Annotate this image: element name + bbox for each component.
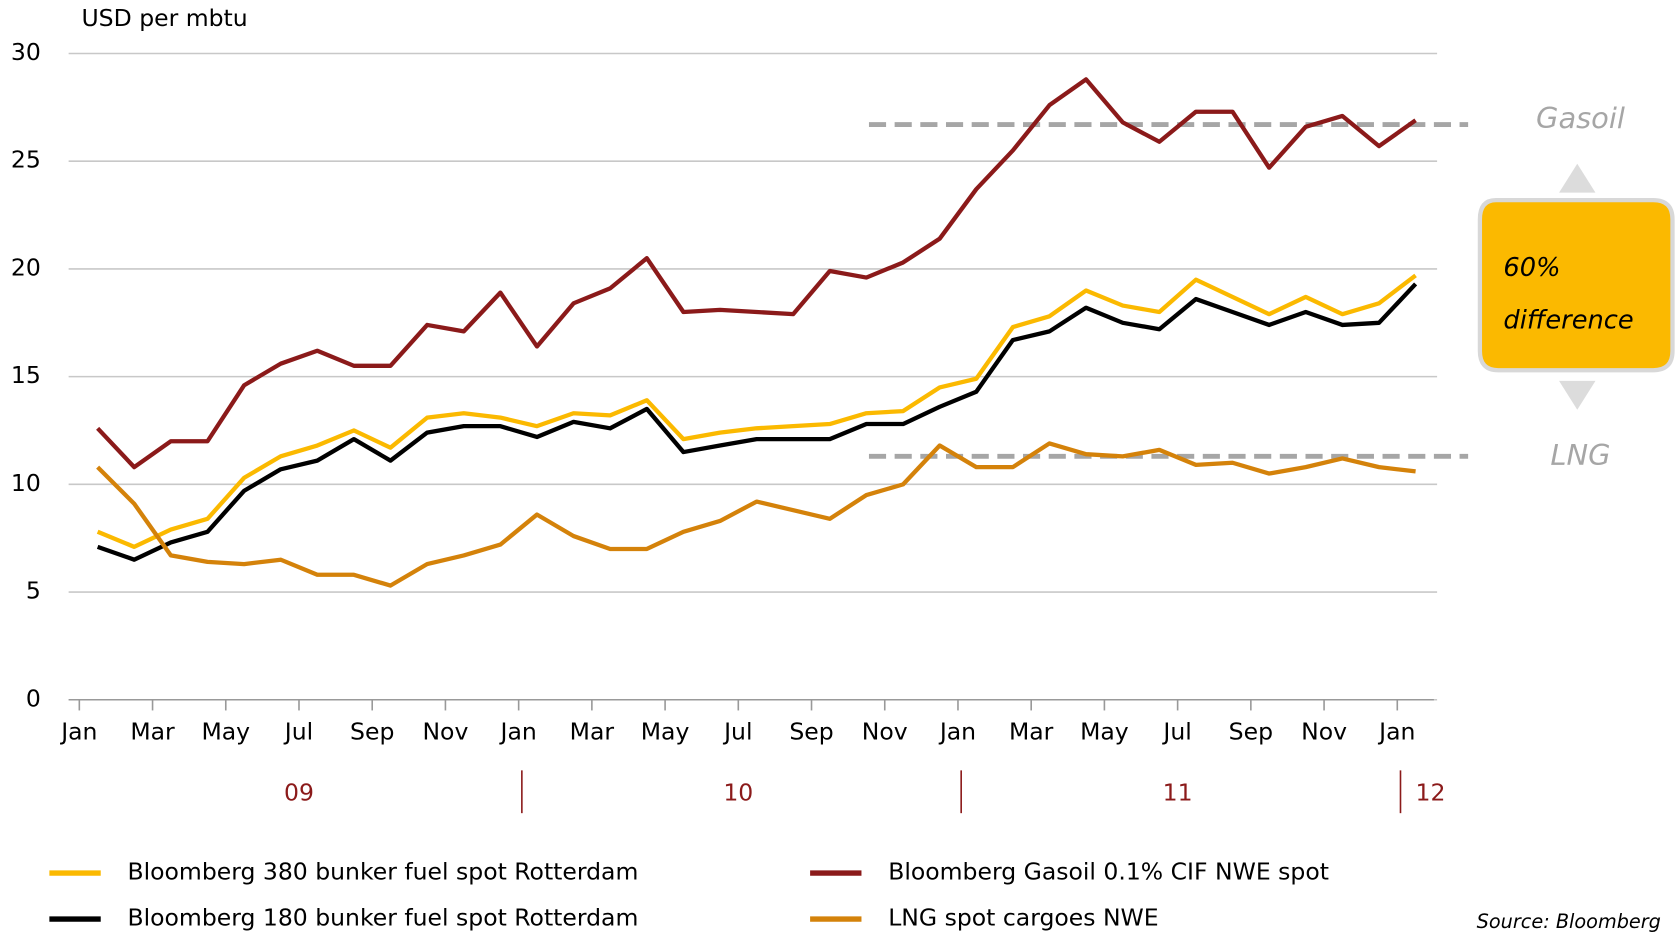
series-line [96,282,1418,562]
y-tick-label: 30 [11,38,41,66]
x-tick-label: Sep [789,717,833,745]
y-tick-label: 25 [11,146,41,174]
x-tick-label: Mar [570,717,615,745]
callout-text: 60% [1503,253,1560,283]
x-tick-label: Jan [499,717,537,745]
x-tick-label: Jan [938,717,976,745]
series-line [96,441,1416,588]
x-tick-label: May [641,717,690,745]
y-tick-label: 0 [26,684,41,712]
y-axis-label: USD per mbtu [81,4,247,32]
reference-label: LNG [1550,438,1610,472]
x-tick-label: Mar [130,717,175,745]
x-tick-label: Jul [283,717,313,745]
x-tick-label: Mar [1009,717,1054,745]
arrow-down [1559,380,1596,410]
x-tick-label: Jul [722,717,752,745]
y-tick-label: 15 [11,361,41,389]
reference-label: Gasoil [1536,101,1625,135]
x-tick-label: Nov [1301,717,1347,745]
legend-label: Bloomberg 180 bunker fuel spot Rotterdam [127,904,638,932]
callout-box [1477,197,1675,373]
x-tick-label: Sep [350,717,394,745]
arrow-up [1559,163,1596,193]
y-tick-label: 5 [26,577,41,605]
series-line [96,77,1417,470]
source: Source: Bloomberg [1477,910,1661,933]
year-label: 12 [1415,778,1445,806]
x-tick-label: Jan [1377,717,1415,745]
legend-label: Bloomberg 380 bunker fuel spot Rotterdam [127,858,638,886]
x-tick-label: May [1080,717,1129,745]
y-tick-label: 10 [11,469,41,497]
x-tick-label: Jul [1161,717,1191,745]
y-tick-label: 20 [11,253,41,281]
x-tick-label: Nov [862,717,908,745]
x-tick-label: May [201,717,250,745]
x-tick-label: Sep [1229,717,1273,745]
year-label: 09 [284,778,314,806]
series-line [96,273,1417,549]
x-tick-label: Jan [59,717,97,745]
legend-label: LNG spot cargoes NWE [888,904,1158,932]
callout-text: difference [1503,305,1633,335]
year-label: 10 [723,778,753,806]
x-tick-label: Nov [422,717,468,745]
year-label: 11 [1163,778,1193,806]
legend-label: Bloomberg Gasoil 0.1% CIF NWE spot [888,858,1329,886]
